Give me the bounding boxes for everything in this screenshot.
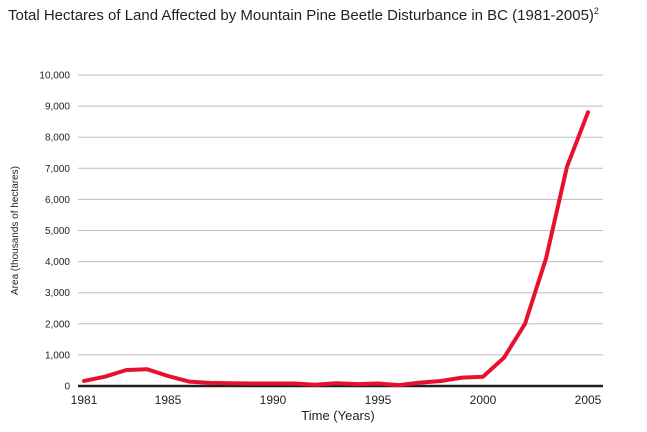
x-tick-label: 1990 xyxy=(260,393,287,407)
y-tick-label: 5,000 xyxy=(45,226,70,237)
x-tick-label: 2000 xyxy=(470,393,497,407)
y-tick-label: 2,000 xyxy=(45,319,70,330)
x-tick-label: 1985 xyxy=(155,393,182,407)
x-tick-label: 1995 xyxy=(365,393,392,407)
y-tick-label: 3,000 xyxy=(45,288,70,299)
x-tick-label: 2005 xyxy=(575,393,602,407)
series-line xyxy=(82,110,590,388)
y-tick-label: 1,000 xyxy=(45,350,70,361)
y-tick-labels: 0 1,000 2,000 3,000 4,000 5,000 6,000 7,000 8,00… xyxy=(39,71,70,393)
y-tick-label: 0 xyxy=(64,382,70,393)
y-tick-label: 10,000 xyxy=(39,71,70,82)
chart-title: Total Hectares of Land Affected by Mount… xyxy=(8,6,599,24)
grid-lines xyxy=(78,74,603,356)
y-tick-label: 4,000 xyxy=(45,257,70,268)
y-tick-label: 9,000 xyxy=(45,102,70,113)
y-tick-label: 7,000 xyxy=(45,164,70,175)
x-tick-label: 1981 xyxy=(71,393,98,407)
x-axis-label: Time (Years) xyxy=(301,408,374,423)
y-axis-label: Area (thousands of hectares) xyxy=(10,166,21,295)
x-tick-labels: 1981 1985 1990 1995 2000 2005 xyxy=(71,393,602,407)
y-tick-label: 6,000 xyxy=(45,195,70,206)
y-tick-label: 8,000 xyxy=(45,133,70,144)
